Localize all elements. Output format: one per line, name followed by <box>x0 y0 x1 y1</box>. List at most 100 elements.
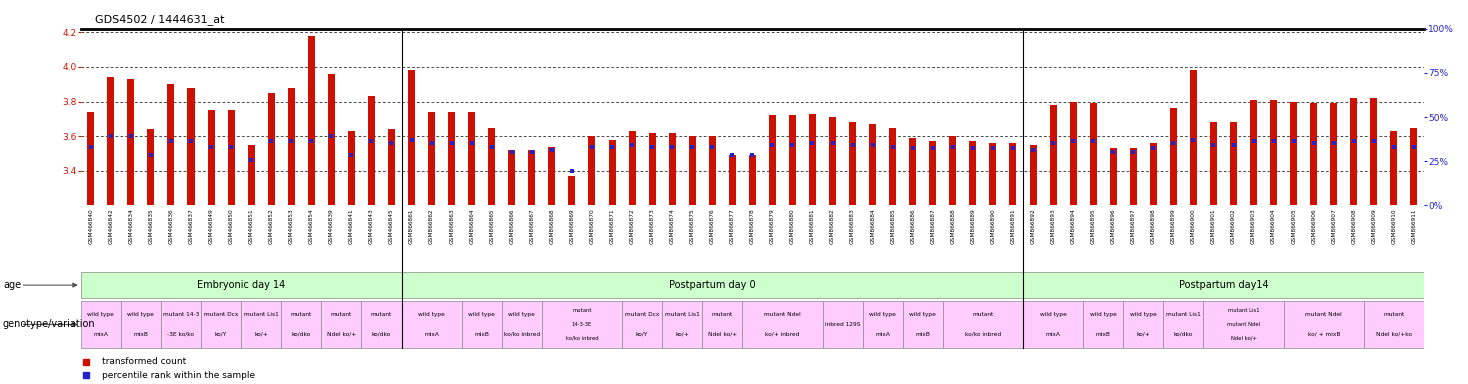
Text: GSM866864: GSM866864 <box>470 209 474 244</box>
Text: GSM866884: GSM866884 <box>871 209 875 245</box>
Bar <box>301 205 321 271</box>
Bar <box>1070 101 1076 205</box>
Text: GSM866872: GSM866872 <box>630 209 634 245</box>
Bar <box>903 205 923 271</box>
Text: wild type: wild type <box>418 312 445 317</box>
Bar <box>1183 205 1204 271</box>
Text: GSM866882: GSM866882 <box>829 209 835 245</box>
Text: mixA: mixA <box>1045 332 1060 337</box>
Text: wild type: wild type <box>1039 312 1067 317</box>
Bar <box>822 205 843 271</box>
Text: mutant Dcx: mutant Dcx <box>204 312 238 317</box>
Bar <box>361 205 382 271</box>
Text: GSM866871: GSM866871 <box>609 209 615 244</box>
Bar <box>863 301 903 348</box>
Text: GSM866892: GSM866892 <box>1031 209 1035 245</box>
Bar <box>1089 103 1097 205</box>
Bar <box>368 96 374 205</box>
Bar <box>1163 205 1183 271</box>
Bar <box>128 79 135 205</box>
Bar <box>1123 301 1163 348</box>
Text: Ndel ko/+: Ndel ko/+ <box>1230 336 1257 341</box>
Bar <box>1130 148 1136 205</box>
Text: mutant: mutant <box>291 312 311 317</box>
Text: inbred 129S: inbred 129S <box>825 322 860 327</box>
Bar <box>1324 205 1343 271</box>
Bar <box>1023 205 1044 271</box>
Bar <box>489 127 495 205</box>
Text: mutant: mutant <box>573 308 592 313</box>
Bar <box>688 136 696 205</box>
Bar <box>1230 122 1238 205</box>
Text: GSM866901: GSM866901 <box>1211 209 1216 244</box>
Text: GSM466850: GSM466850 <box>229 209 233 245</box>
Bar <box>120 205 141 271</box>
Text: GSM866868: GSM866868 <box>549 209 555 244</box>
Text: mixA: mixA <box>875 332 890 337</box>
Text: ko/ + mixB: ko/ + mixB <box>1308 332 1340 337</box>
Bar <box>1050 105 1057 205</box>
Text: Embryonic day 14: Embryonic day 14 <box>197 280 285 290</box>
Bar <box>241 301 282 348</box>
Text: mutant: mutant <box>712 312 733 317</box>
Bar <box>749 155 756 205</box>
Bar <box>327 74 335 205</box>
Text: ko/ko inbred: ko/ko inbred <box>964 332 1001 337</box>
Text: GSM866907: GSM866907 <box>1331 209 1336 245</box>
Bar <box>468 112 476 205</box>
Text: wild type: wild type <box>88 312 115 317</box>
Bar <box>81 205 101 271</box>
Bar <box>1243 205 1264 271</box>
Bar <box>267 93 275 205</box>
Text: GSM866887: GSM866887 <box>931 209 935 245</box>
Text: Ndel ko/+: Ndel ko/+ <box>327 332 355 337</box>
Text: GSM866862: GSM866862 <box>429 209 435 244</box>
Bar <box>1003 205 1023 271</box>
Bar <box>1251 100 1257 205</box>
Bar <box>622 205 642 271</box>
Bar <box>1290 101 1298 205</box>
Bar <box>984 205 1003 271</box>
Text: mutant Ndel: mutant Ndel <box>1227 322 1260 327</box>
Bar <box>442 205 461 271</box>
Text: -3E ko/ko: -3E ko/ko <box>167 332 194 337</box>
Bar <box>1390 131 1398 205</box>
Text: GSM866883: GSM866883 <box>850 209 854 245</box>
Text: ko/dko: ko/dko <box>1174 332 1193 337</box>
Text: GSM466835: GSM466835 <box>148 209 154 245</box>
Bar <box>201 205 222 271</box>
Bar <box>662 205 683 271</box>
Bar <box>147 129 154 205</box>
Text: GSM866865: GSM866865 <box>489 209 495 244</box>
Bar <box>609 140 615 205</box>
Bar <box>87 112 94 205</box>
Bar <box>1309 103 1317 205</box>
Bar <box>342 205 361 271</box>
Text: GSM866861: GSM866861 <box>410 209 414 244</box>
Text: ko/Y: ko/Y <box>214 332 228 337</box>
Text: GSM866890: GSM866890 <box>991 209 995 245</box>
Bar <box>528 150 536 205</box>
Bar <box>942 301 1023 348</box>
Text: GSM466839: GSM466839 <box>329 209 333 245</box>
Bar <box>1283 301 1364 348</box>
Bar <box>589 136 596 205</box>
Bar <box>822 301 863 348</box>
Text: wild type: wild type <box>869 312 895 317</box>
Text: mixB: mixB <box>916 332 931 337</box>
Bar <box>1283 205 1304 271</box>
Bar <box>963 205 984 271</box>
Bar <box>321 301 361 348</box>
Bar <box>642 205 662 271</box>
Bar <box>201 301 241 348</box>
Text: GSM866880: GSM866880 <box>790 209 796 245</box>
Bar <box>942 205 963 271</box>
Text: mixB: mixB <box>474 332 489 337</box>
Text: GSM466853: GSM466853 <box>289 209 294 245</box>
Bar <box>361 301 402 348</box>
Bar <box>228 110 235 205</box>
Text: transformed count: transformed count <box>103 357 186 366</box>
Bar <box>728 155 735 205</box>
Text: mutant: mutant <box>972 312 994 317</box>
Text: GSM866909: GSM866909 <box>1371 209 1377 245</box>
